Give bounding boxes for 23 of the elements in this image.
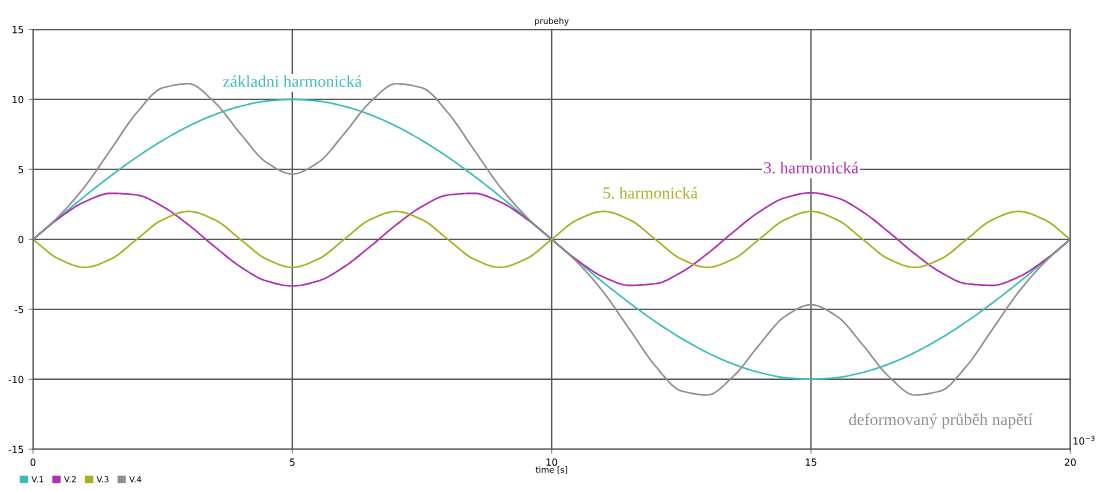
text: 10$^{−3}$ <box>1073 435 1095 445</box>
annotation: 5. harmonická <box>603 186 698 199</box>
legend-label: V.1 <box>31 476 44 483</box>
legend-label: V.4 <box>129 476 142 483</box>
x-tick-label: 5 <box>289 458 295 466</box>
chart-title: prubehy <box>535 17 569 26</box>
y-tick-label: -15 <box>8 445 24 454</box>
annotation: deformovaný průběh napětí <box>849 412 1033 429</box>
x-tick-label: 15 <box>805 458 817 466</box>
y-tick-label: -5 <box>14 305 24 314</box>
y-tick-label: 0 <box>18 235 24 244</box>
x-tick-label: 20 <box>1064 458 1076 466</box>
x-tick-label: 0 <box>30 458 36 466</box>
x-axis-title: time [s] <box>535 466 568 474</box>
y-tick-label: 10 <box>12 95 24 104</box>
legend-label: V.2 <box>64 476 76 483</box>
y-tick-label: 5 <box>18 166 24 174</box>
y-tick-label: 15 <box>12 26 24 34</box>
y-tick-label: -10 <box>8 375 24 384</box>
annotation: základni harmonická <box>223 75 362 87</box>
annotation: 3. harmonická <box>764 161 859 174</box>
legend-label: V.3 <box>96 476 109 483</box>
x-tick-label: 10 <box>546 458 558 466</box>
